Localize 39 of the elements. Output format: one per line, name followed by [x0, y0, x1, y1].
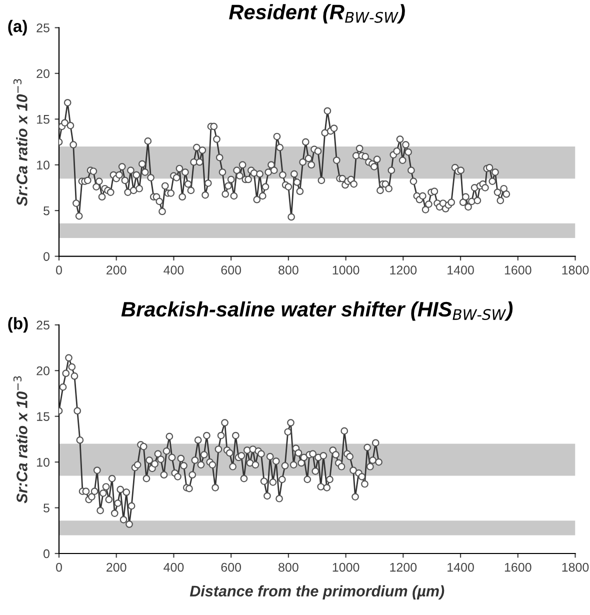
x-tick-label: 200 [106, 562, 126, 572]
x-axis-title: Distance from the primordium (µm) [190, 585, 444, 600]
y-tick-label: 5 [44, 206, 50, 216]
y-tick-label: 15 [37, 412, 50, 421]
x-tick-label: 800 [278, 266, 298, 275]
y-tick-label: 25 [36, 320, 50, 330]
x-tick-label: 600 [221, 266, 242, 275]
x-tick-label: 800 [278, 562, 298, 572]
text: (a) [8, 20, 27, 36]
y-tick-label: 0 [44, 549, 50, 558]
x-tick-label: 1000 [332, 562, 360, 572]
x-tick-label: 0 [56, 562, 62, 572]
x-tick-label: 1800 [562, 562, 589, 572]
chart-title: Brackish-saline water shifter (HIS$_{BW-SW}$) [121, 301, 513, 321]
y-axis-title: Sr:Ca ratio x 10$^{−3}$ [13, 79, 28, 206]
y-tick-label: 20 [36, 69, 50, 78]
x-tick-label: 1400 [448, 562, 474, 572]
text: (b) [8, 317, 28, 333]
chart-title: Resident (R$_{BW-SW}$) [229, 4, 405, 24]
x-tick-label: 400 [164, 266, 184, 275]
x-tick-label: 1000 [332, 266, 360, 275]
y-tick-label: 5 [44, 504, 50, 512]
x-tick-label: 600 [221, 562, 242, 572]
x-tick-label: 1800 [562, 266, 589, 275]
x-tick-label: 1600 [504, 266, 532, 275]
y-tick-label: 20 [36, 366, 50, 376]
x-tick-label: 1200 [390, 562, 417, 572]
x-tick-label: 1600 [504, 562, 532, 572]
y-tick-label: 0 [44, 252, 50, 261]
y-tick-label: 10 [37, 458, 50, 467]
x-tick-label: 0 [56, 266, 62, 275]
y-axis-title: Sr:Ca ratio x 10$^{−3}$ [13, 376, 28, 504]
x-tick-label: 200 [106, 266, 126, 275]
x-tick-label: 1400 [448, 266, 474, 275]
x-tick-label: 1200 [390, 266, 417, 275]
y-tick-label: 10 [37, 160, 50, 170]
y-tick-label: 25 [36, 23, 50, 32]
x-tick-label: 400 [164, 562, 184, 572]
y-tick-label: 15 [37, 115, 50, 124]
